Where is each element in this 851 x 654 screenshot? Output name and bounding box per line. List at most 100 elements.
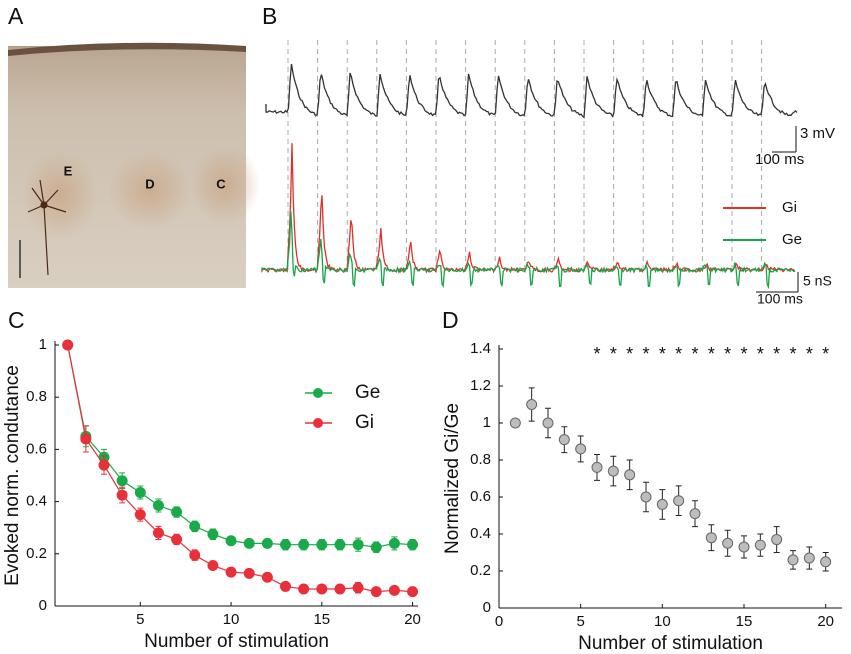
data-point [189, 549, 201, 561]
data-point [189, 520, 201, 532]
scale-label: 5 nS [803, 273, 832, 289]
significance-marker: * [724, 344, 731, 364]
y-tick-label: 1.2 [470, 377, 491, 394]
scale-label: 100 ms [755, 151, 804, 168]
data-point [722, 537, 734, 549]
data-point [370, 541, 382, 553]
y-tick-label: 0.2 [26, 545, 47, 562]
data-point [62, 339, 74, 351]
y-tick-label: 0.6 [470, 488, 491, 505]
x-tick-label: 20 [817, 613, 834, 630]
x-axis-label: Number of stimulation [578, 633, 763, 654]
trace-panel: Gi Ge [261, 40, 802, 290]
data-point [526, 399, 538, 410]
data-point [171, 506, 183, 518]
significance-marker: * [740, 344, 747, 364]
significance-marker: * [626, 344, 633, 364]
panel-label: C [8, 307, 25, 333]
data-point [407, 539, 419, 551]
y-tick-label: 0.8 [26, 388, 47, 405]
scale-label: 100 ms [757, 291, 803, 307]
data-point [243, 567, 255, 579]
barrel-label: C [216, 176, 226, 191]
histology-image [8, 30, 260, 288]
barrel-label: D [145, 176, 154, 191]
x-tick-label: 5 [136, 611, 144, 628]
data-point [787, 554, 799, 566]
data-point [134, 486, 146, 498]
data-point [754, 539, 766, 551]
data-point [591, 461, 603, 473]
data-point [407, 586, 419, 598]
data-point [803, 552, 815, 564]
legend-marker [313, 418, 323, 428]
data-point [171, 533, 183, 545]
data-point [316, 539, 328, 551]
data-point [207, 560, 219, 572]
x-axis-label: Number of stimulation [144, 631, 329, 652]
significance-marker: * [691, 344, 698, 364]
significance-marker: * [708, 344, 715, 364]
data-point [738, 541, 750, 553]
y-axis-label: Normalized Gi/Ge [442, 403, 463, 554]
y-tick-label: 1 [39, 336, 47, 353]
significance-marker: * [675, 344, 682, 364]
data-point [298, 539, 310, 551]
legend-label: Ge [782, 231, 802, 248]
data-point [656, 498, 668, 510]
y-tick-label: 0.4 [26, 493, 47, 510]
y-tick-label: 0.6 [26, 440, 47, 457]
data-point [280, 539, 292, 551]
y-tick-label: 0.2 [470, 562, 491, 579]
significance-marker: * [757, 344, 764, 364]
legend-marker [313, 388, 323, 398]
data-point [334, 583, 346, 595]
data-point [370, 586, 382, 598]
data-point [116, 475, 128, 487]
x-tick-label: 5 [576, 613, 584, 630]
x-tick-label: 20 [404, 611, 421, 628]
significance-marker: * [659, 344, 666, 364]
series-line [67, 344, 413, 548]
data-point [352, 539, 364, 551]
data-point [80, 433, 92, 445]
y-tick-label: 0 [483, 599, 491, 616]
data-point [152, 500, 164, 512]
legend-label: Gi [782, 199, 797, 216]
y-tick-label: 0.4 [470, 525, 491, 542]
y-tick-label: 0.8 [470, 451, 491, 468]
data-point [207, 528, 219, 540]
data-point [542, 417, 554, 429]
data-point [334, 539, 346, 551]
data-point [261, 537, 273, 549]
data-point [225, 535, 237, 547]
data-point [689, 508, 701, 520]
data-point [152, 527, 164, 539]
data-point [261, 571, 273, 583]
conductance-trace [261, 211, 795, 290]
panel-label: B [262, 3, 277, 29]
data-point [316, 583, 328, 595]
data-point [352, 582, 364, 594]
data-point [388, 584, 400, 596]
data-point [134, 509, 146, 521]
data-point [509, 417, 521, 429]
significance-marker: * [773, 344, 780, 364]
data-point [771, 534, 783, 546]
data-point [243, 537, 255, 549]
legend-label: Gi [355, 412, 374, 433]
x-tick-label: 15 [736, 613, 753, 630]
data-point [624, 469, 636, 481]
barrel-label: E [64, 163, 73, 178]
y-tick-label: 1 [483, 414, 491, 431]
legend-label: Ge [355, 382, 380, 403]
x-tick-label: 0 [495, 613, 503, 630]
y-tick-label: 1.4 [470, 340, 491, 357]
y-tick-label: 0 [39, 597, 47, 614]
data-point [558, 434, 570, 446]
significance-marker: * [822, 344, 829, 364]
data-point [225, 566, 237, 578]
voltage-trace [265, 63, 798, 119]
significance-marker: * [610, 344, 617, 364]
